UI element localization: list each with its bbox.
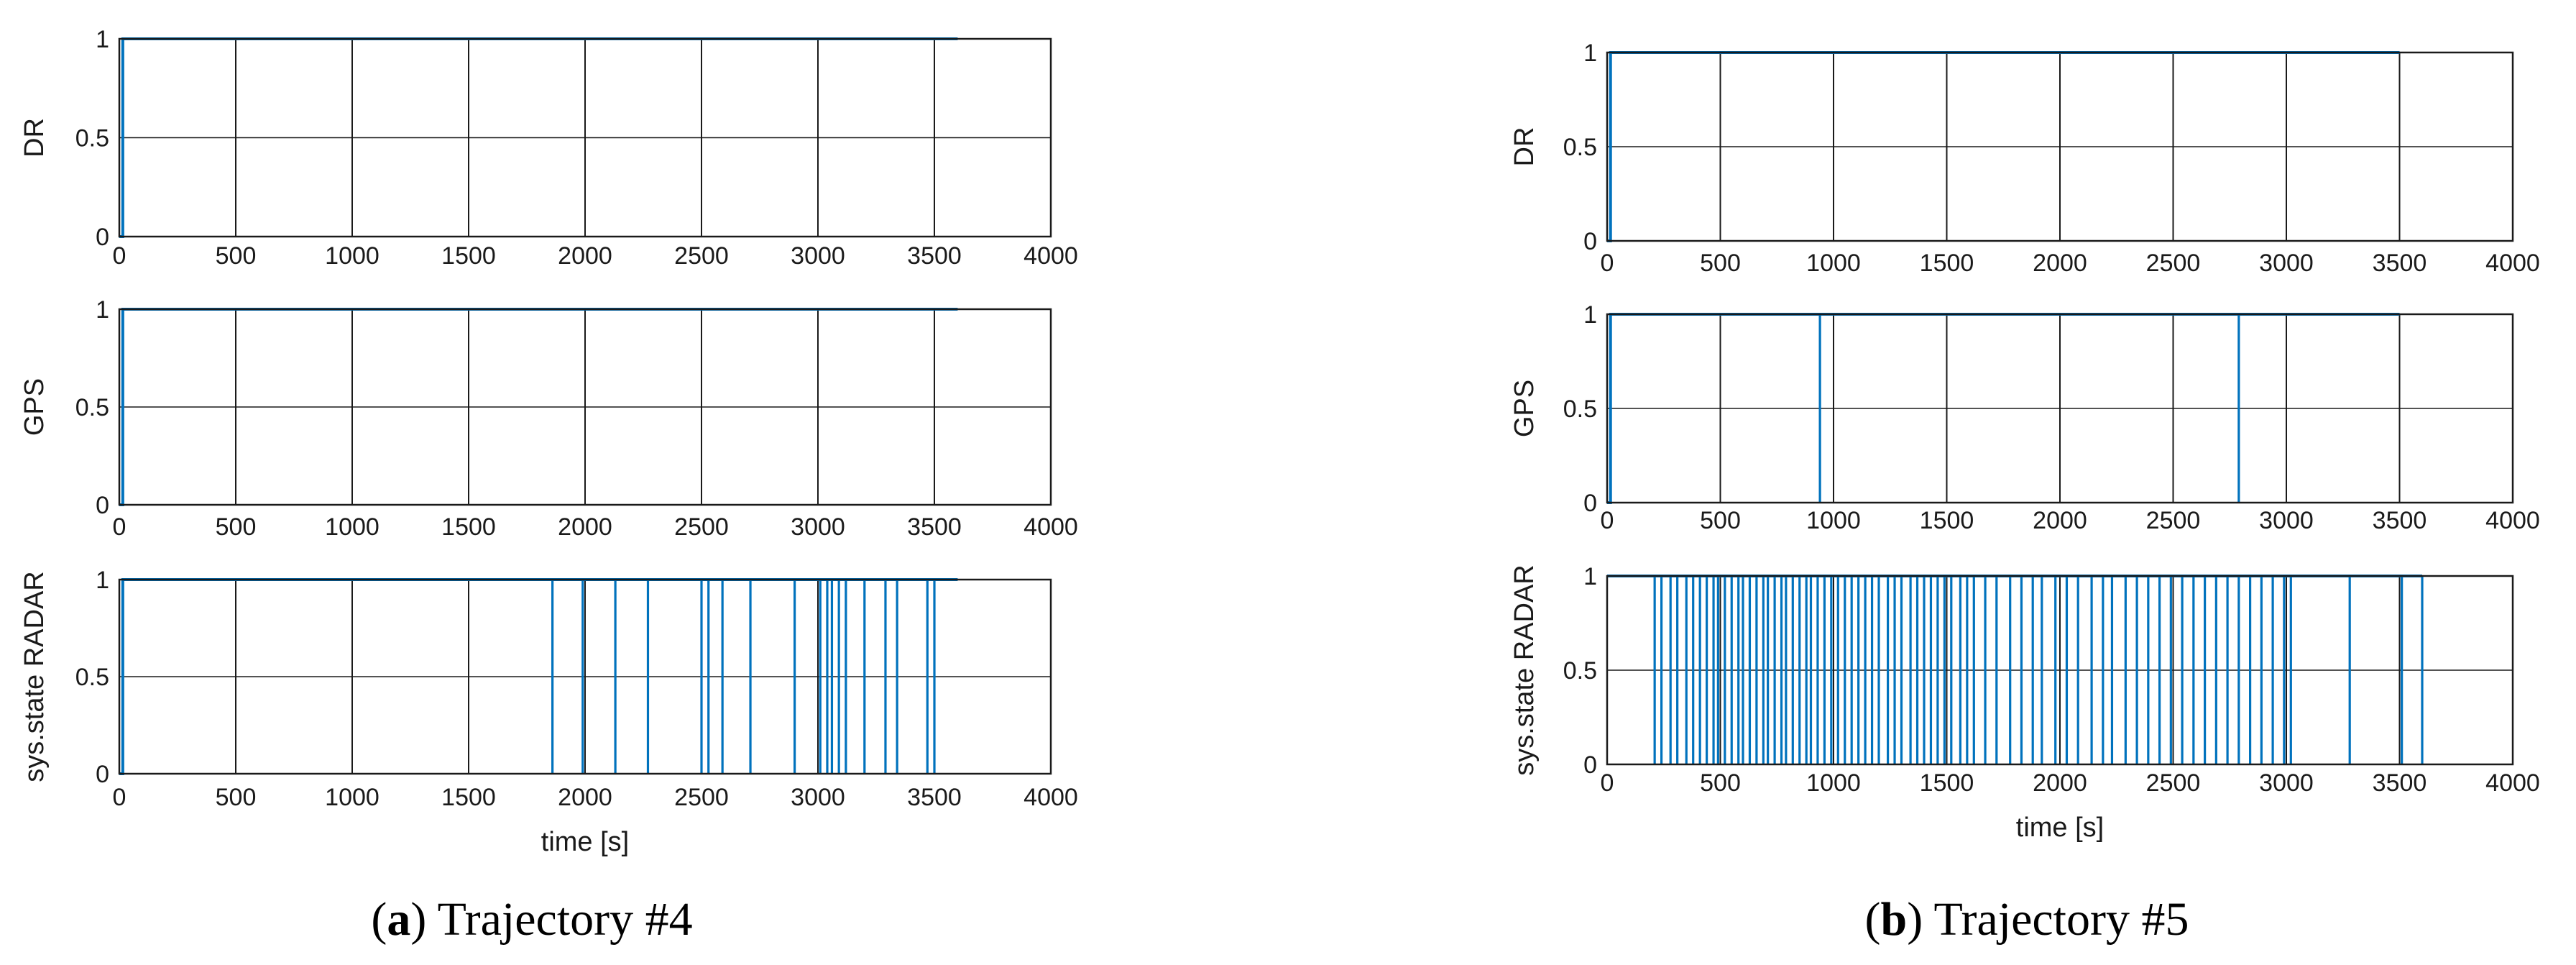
y-tick-label: 0 xyxy=(96,224,109,251)
x-tick-label: 1000 xyxy=(325,513,380,541)
x-tick-label: 3500 xyxy=(907,242,962,270)
y-tick-label: 1 xyxy=(1583,301,1597,329)
x-tick-label: 3500 xyxy=(2373,769,2427,797)
y-tick-label: 0.5 xyxy=(75,664,109,691)
y-tick-label: 0.5 xyxy=(75,394,109,421)
y-axis-label: GPS xyxy=(19,378,50,436)
x-tick-label: 500 xyxy=(1700,250,1741,277)
x-tick-label: 2500 xyxy=(674,242,729,270)
y-axis-label: GPS xyxy=(1509,380,1540,437)
x-tick-label: 3000 xyxy=(2259,507,2314,534)
x-tick-label: 1500 xyxy=(441,784,496,811)
x-tick-label: 500 xyxy=(216,242,257,270)
x-tick-label: 1000 xyxy=(1806,250,1861,277)
subplot-dr: 0 500 1000 1500 2000 2500 3000 3500 4000 0 0.5 1 DR xyxy=(1509,40,2540,277)
y-tick-label: 0.5 xyxy=(75,125,109,152)
y-tick-label: 0.5 xyxy=(1563,657,1597,685)
subplot-sys-state-radar: 0 500 1000 1500 2000 2500 3000 3500 4000 0 0.5 1 sys… xyxy=(19,567,1078,857)
caption-letter: b xyxy=(1880,893,1907,946)
x-tick-label: 0 xyxy=(1601,250,1614,277)
x-tick-label: 500 xyxy=(216,784,257,811)
x-axis-label: time [s] xyxy=(2016,813,2104,843)
x-tick-label: 3000 xyxy=(791,513,845,541)
y-tick-label: 0 xyxy=(1583,228,1597,255)
subplot-gps: 0 500 1000 1500 2000 2500 3000 3500 4000 0 0.5 1 GPS xyxy=(1509,301,2540,534)
axes-frame xyxy=(118,308,1052,506)
x-tick-label: 2500 xyxy=(2146,769,2201,797)
x-tick-label: 1000 xyxy=(1806,769,1861,797)
x-tick-label: 3500 xyxy=(907,513,962,541)
y-tick-label: 1 xyxy=(1583,40,1597,67)
x-tick-label: 4000 xyxy=(1024,784,1078,811)
x-tick-label: 2000 xyxy=(558,784,612,811)
subplot-dr: 0 500 1000 1500 2000 2500 3000 3500 4000 0 0.5 1 DR xyxy=(19,26,1078,270)
x-tick-label: 1000 xyxy=(325,242,380,270)
panel-caption: (a) Trajectory #4 xyxy=(371,893,692,946)
axes-frame xyxy=(1606,313,2514,504)
x-tick-label: 2500 xyxy=(2146,250,2201,277)
x-tick-label: 1000 xyxy=(325,784,380,811)
x-tick-label: 3500 xyxy=(2373,250,2427,277)
x-tick-label: 2500 xyxy=(2146,507,2201,534)
x-tick-label: 3000 xyxy=(2259,250,2314,277)
x-tick-label: 0 xyxy=(113,242,126,270)
subplot-gps: 0 500 1000 1500 2000 2500 3000 3500 4000 0 0.5 1 GPS xyxy=(19,296,1078,541)
y-axis-label: sys.state RADAR xyxy=(19,571,50,782)
y-tick-label: 0.5 xyxy=(1563,134,1597,161)
caption-letter: a xyxy=(387,893,410,946)
x-tick-label: 1500 xyxy=(1920,507,1974,534)
x-tick-label: 4000 xyxy=(2485,507,2540,534)
x-tick-label: 0 xyxy=(113,513,126,541)
x-tick-label: 500 xyxy=(216,513,257,541)
panel-caption: (b) Trajectory #5 xyxy=(1865,893,2189,946)
axes-frame xyxy=(118,578,1052,775)
x-tick-label: 2000 xyxy=(558,242,612,270)
x-tick-label: 2000 xyxy=(2033,250,2087,277)
x-axis-label: time [s] xyxy=(541,827,629,857)
x-tick-label: 3500 xyxy=(2373,507,2427,534)
x-tick-label: 1500 xyxy=(441,242,496,270)
x-tick-label: 3000 xyxy=(791,242,845,270)
x-tick-label: 2000 xyxy=(558,513,612,541)
x-tick-label: 1500 xyxy=(1920,250,1974,277)
y-tick-label: 0.5 xyxy=(1563,395,1597,423)
y-tick-label: 0 xyxy=(96,492,109,519)
x-tick-label: 1500 xyxy=(1920,769,1974,797)
axes-frame xyxy=(118,37,1052,238)
y-tick-label: 0 xyxy=(96,761,109,788)
y-tick-label: 1 xyxy=(1583,563,1597,590)
x-tick-label: 4000 xyxy=(1024,242,1078,270)
x-tick-label: 500 xyxy=(1700,769,1741,797)
x-tick-label: 3500 xyxy=(907,784,962,811)
x-tick-label: 2000 xyxy=(2033,769,2087,797)
y-tick-label: 1 xyxy=(96,26,109,53)
x-tick-label: 0 xyxy=(1601,769,1614,797)
x-tick-label: 1500 xyxy=(441,513,496,541)
x-tick-label: 4000 xyxy=(2485,769,2540,797)
panel-b: 0 500 1000 1500 2000 2500 3000 3500 400000.51DR0… xyxy=(1509,40,2540,946)
y-axis-label: DR xyxy=(1509,127,1540,167)
y-axis-label: sys.state RADAR xyxy=(1509,564,1540,776)
x-tick-label: 1000 xyxy=(1806,507,1861,534)
x-tick-label: 3000 xyxy=(2259,769,2314,797)
axes-frame xyxy=(1606,575,2514,766)
subplot-sys-state-radar: 0 500 1000 1500 2000 2500 3000 3500 4000 0 0.5 1 sys… xyxy=(1509,563,2540,843)
x-tick-label: 2000 xyxy=(2033,507,2087,534)
y-tick-label: 0 xyxy=(1583,751,1597,779)
y-tick-label: 1 xyxy=(96,296,109,324)
y-axis-label: DR xyxy=(19,118,50,157)
x-tick-label: 4000 xyxy=(2485,250,2540,277)
x-tick-label: 500 xyxy=(1700,507,1741,534)
x-tick-label: 0 xyxy=(113,784,126,811)
panel-a: 0 500 1000 1500 2000 2500 3000 3500 400000.51DR0… xyxy=(19,26,1078,946)
x-tick-label: 2500 xyxy=(674,513,729,541)
x-tick-label: 4000 xyxy=(1024,513,1078,541)
x-tick-label: 3000 xyxy=(791,784,845,811)
y-tick-label: 1 xyxy=(96,567,109,594)
y-tick-label: 0 xyxy=(1583,490,1597,517)
x-tick-label: 0 xyxy=(1601,507,1614,534)
axes-frame xyxy=(1606,51,2514,242)
x-tick-label: 2500 xyxy=(674,784,729,811)
